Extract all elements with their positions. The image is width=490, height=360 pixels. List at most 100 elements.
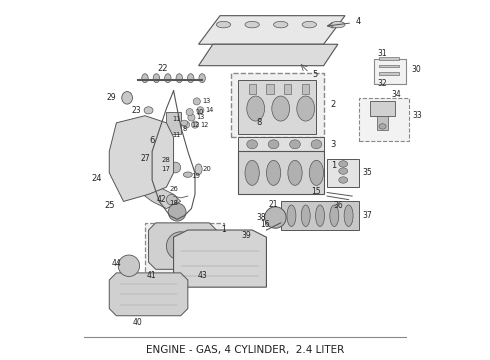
Text: 4: 4: [356, 17, 361, 26]
Ellipse shape: [268, 140, 279, 149]
Text: 6: 6: [149, 136, 155, 145]
Text: 1: 1: [221, 225, 226, 234]
Text: 36: 36: [333, 202, 343, 211]
Circle shape: [188, 114, 195, 121]
Text: 41: 41: [147, 271, 156, 280]
Ellipse shape: [316, 205, 324, 226]
Ellipse shape: [247, 96, 265, 121]
Ellipse shape: [122, 91, 132, 104]
Ellipse shape: [301, 205, 310, 226]
FancyBboxPatch shape: [145, 223, 223, 273]
Ellipse shape: [153, 74, 160, 83]
Text: 44: 44: [112, 260, 122, 269]
Text: 22: 22: [158, 64, 168, 73]
Circle shape: [170, 162, 181, 173]
Circle shape: [186, 109, 193, 116]
Ellipse shape: [311, 140, 322, 149]
Text: 8: 8: [257, 118, 262, 127]
Text: 31: 31: [377, 49, 387, 58]
Text: 17: 17: [161, 166, 170, 172]
Ellipse shape: [144, 107, 153, 114]
Bar: [248, 84, 256, 94]
Text: 29: 29: [107, 93, 117, 102]
Circle shape: [265, 207, 286, 228]
Ellipse shape: [176, 74, 182, 83]
Ellipse shape: [273, 21, 288, 28]
Circle shape: [173, 239, 188, 253]
Bar: [267, 84, 273, 94]
Text: 15: 15: [312, 187, 321, 196]
Text: 30: 30: [411, 65, 421, 74]
Text: 37: 37: [363, 211, 372, 220]
Text: 33: 33: [413, 111, 423, 120]
Ellipse shape: [165, 74, 171, 83]
Polygon shape: [238, 152, 323, 194]
Text: 11: 11: [172, 132, 181, 138]
Text: 26: 26: [169, 186, 178, 192]
Ellipse shape: [287, 205, 296, 226]
Ellipse shape: [272, 96, 290, 121]
Text: 32: 32: [377, 79, 387, 88]
Circle shape: [118, 255, 140, 276]
Ellipse shape: [199, 74, 205, 83]
Polygon shape: [198, 44, 338, 66]
Text: 35: 35: [363, 168, 372, 177]
Ellipse shape: [288, 160, 302, 185]
Text: 12: 12: [192, 122, 200, 128]
Text: 12: 12: [200, 122, 209, 128]
Ellipse shape: [379, 124, 386, 129]
Ellipse shape: [339, 168, 348, 174]
Bar: [167, 112, 181, 134]
Polygon shape: [281, 202, 359, 230]
Text: 21: 21: [269, 199, 278, 208]
Polygon shape: [198, 16, 345, 44]
Ellipse shape: [188, 74, 194, 83]
Text: 3: 3: [331, 140, 336, 149]
Bar: [377, 116, 388, 130]
Text: 19: 19: [192, 174, 200, 179]
Text: 16: 16: [260, 220, 270, 229]
Bar: [370, 102, 395, 116]
Text: 23: 23: [132, 106, 142, 115]
Text: 8: 8: [182, 126, 186, 132]
Polygon shape: [109, 116, 173, 202]
Text: 14: 14: [206, 107, 214, 113]
Text: 25: 25: [104, 202, 115, 211]
Ellipse shape: [331, 21, 345, 28]
Ellipse shape: [195, 164, 202, 175]
Ellipse shape: [330, 205, 339, 226]
Polygon shape: [148, 223, 217, 269]
Text: 27: 27: [140, 154, 150, 163]
Ellipse shape: [309, 160, 323, 185]
Ellipse shape: [183, 172, 192, 177]
Ellipse shape: [245, 21, 259, 28]
Text: 18: 18: [169, 200, 178, 206]
Ellipse shape: [247, 140, 258, 149]
Bar: [379, 58, 398, 60]
FancyBboxPatch shape: [231, 73, 323, 137]
Bar: [379, 64, 398, 67]
Polygon shape: [327, 158, 359, 187]
Bar: [302, 84, 309, 94]
Circle shape: [192, 121, 198, 128]
Text: 39: 39: [242, 231, 251, 240]
Polygon shape: [109, 273, 188, 316]
Ellipse shape: [344, 205, 353, 226]
Polygon shape: [138, 180, 181, 208]
Bar: [379, 72, 398, 75]
Text: 13: 13: [202, 98, 210, 104]
Ellipse shape: [217, 21, 231, 28]
Text: 42: 42: [157, 195, 167, 204]
Circle shape: [182, 121, 190, 128]
Polygon shape: [173, 230, 267, 287]
Ellipse shape: [245, 160, 259, 185]
Circle shape: [197, 107, 204, 114]
Circle shape: [167, 232, 195, 260]
Polygon shape: [238, 137, 323, 152]
Text: 28: 28: [162, 157, 171, 163]
Bar: [284, 84, 292, 94]
Ellipse shape: [267, 160, 281, 185]
Text: 10: 10: [195, 109, 203, 115]
Text: 43: 43: [197, 271, 207, 280]
Ellipse shape: [290, 140, 300, 149]
